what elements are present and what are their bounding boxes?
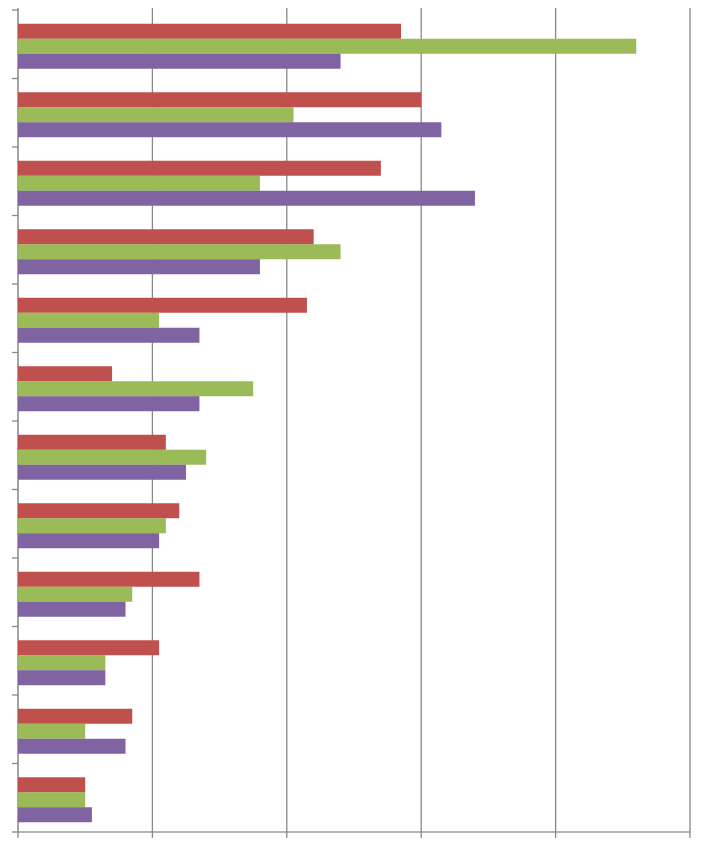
bar (18, 533, 160, 549)
bar (18, 738, 126, 754)
bar (18, 53, 341, 69)
bar (18, 723, 86, 739)
bar (18, 190, 475, 206)
bar (18, 640, 160, 656)
bar (18, 327, 200, 343)
bar (18, 434, 166, 450)
bar (18, 396, 200, 412)
bar (18, 381, 254, 397)
bar (18, 160, 381, 176)
bar (18, 297, 307, 313)
bar (18, 586, 133, 602)
bar (18, 122, 442, 138)
bar (18, 229, 314, 245)
bar (18, 38, 637, 54)
bar (18, 518, 166, 534)
bar (18, 807, 92, 823)
bar (18, 449, 207, 465)
bar (18, 464, 186, 480)
bar (18, 259, 260, 275)
bar (18, 792, 86, 808)
bar (18, 708, 133, 724)
bar (18, 244, 341, 260)
bar (18, 107, 294, 123)
bar (18, 670, 106, 686)
bar (18, 503, 180, 519)
bar (18, 23, 402, 39)
bar (18, 571, 200, 587)
bar (18, 777, 86, 793)
bar (18, 655, 106, 671)
bar (18, 601, 126, 617)
bar (18, 92, 422, 108)
bar (18, 175, 260, 191)
bar (18, 366, 113, 382)
bar (18, 312, 160, 328)
